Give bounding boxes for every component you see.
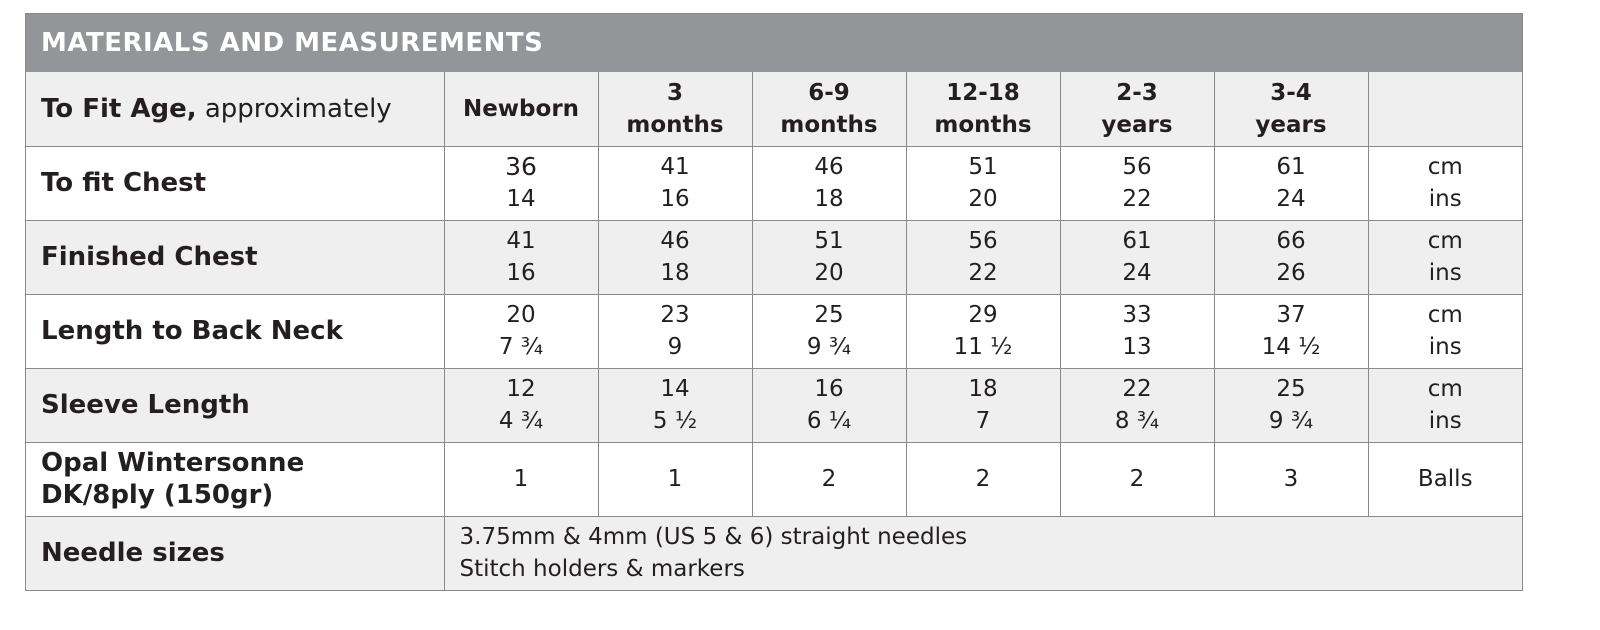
size-header: Newborn bbox=[443, 72, 599, 147]
unit-cell: Balls bbox=[1367, 441, 1522, 517]
age-label-light: approximately bbox=[196, 93, 392, 124]
unit-header bbox=[1367, 72, 1522, 147]
value-cell: 3 bbox=[1213, 441, 1369, 517]
value-cell: 12 4 ¾ bbox=[443, 367, 599, 443]
row-label: Finished Chest bbox=[26, 219, 445, 295]
size-header: 12-18 months bbox=[905, 72, 1061, 147]
value-cell: 37 14 ½ bbox=[1213, 293, 1369, 369]
size-header: 2-3 years bbox=[1059, 72, 1215, 147]
size-header: 3 months bbox=[597, 72, 753, 147]
value-cell: 46 18 bbox=[597, 219, 753, 295]
value-cell: 1 bbox=[443, 441, 599, 517]
value-cell: 14 5 ½ bbox=[597, 367, 753, 443]
value-cell: 23 9 bbox=[597, 293, 753, 369]
yarn-row: Opal Wintersonne DK/8ply (150gr) 1 1 2 2 … bbox=[26, 441, 1522, 517]
unit-cell: cm ins bbox=[1367, 367, 1522, 443]
value-cell: 20 7 ¾ bbox=[443, 293, 599, 369]
value-cell: 18 7 bbox=[905, 367, 1061, 443]
needles-row: Needle sizes 3.75mm & 4mm (US 5 & 6) str… bbox=[26, 515, 1522, 590]
value-cell: 56 22 bbox=[1059, 145, 1215, 221]
needles-notes: 3.75mm & 4mm (US 5 & 6) straight needles… bbox=[443, 515, 1522, 590]
row-label: To fit Chest bbox=[26, 145, 445, 221]
value-cell: 2 bbox=[751, 441, 907, 517]
value-cell: 25 9 ¾ bbox=[751, 293, 907, 369]
row-label: Sleeve Length bbox=[26, 367, 445, 443]
value-cell: 51 20 bbox=[751, 219, 907, 295]
measurements-grid: To Fit Age, approximately Newborn 3 month… bbox=[26, 72, 1522, 590]
age-label: To Fit Age, approximately bbox=[26, 72, 445, 147]
measure-row: Finished Chest 41 16 46 18 51 20 56 22 61 24 … bbox=[26, 219, 1522, 295]
needles-label: Needle sizes bbox=[26, 515, 445, 590]
value-cell: 41 16 bbox=[597, 145, 753, 221]
value-cell: 2 bbox=[1059, 441, 1215, 517]
value-cell: 66 26 bbox=[1213, 219, 1369, 295]
value-cell: 51 20 bbox=[905, 145, 1061, 221]
value-cell: 61 24 bbox=[1213, 145, 1369, 221]
value-cell: 41 16 bbox=[443, 219, 599, 295]
value-cell: 36 14 bbox=[443, 145, 599, 221]
row-label: Length to Back Neck bbox=[26, 293, 445, 369]
size-header: 3-4 years bbox=[1213, 72, 1369, 147]
value-cell: 29 11 ½ bbox=[905, 293, 1061, 369]
measure-row: Length to Back Neck 20 7 ¾ 23 9 25 9 ¾ 29 11… bbox=[26, 293, 1522, 369]
value-cell: 61 24 bbox=[1059, 219, 1215, 295]
value-cell: 56 22 bbox=[905, 219, 1061, 295]
measure-row: To fit Chest 36 14 41 16 46 18 51 20 56 22 61… bbox=[26, 145, 1522, 221]
unit-cell: cm ins bbox=[1367, 219, 1522, 295]
value-cell: 46 18 bbox=[751, 145, 907, 221]
value-cell: 25 9 ¾ bbox=[1213, 367, 1369, 443]
table-title: MATERIALS AND MEASUREMENTS bbox=[26, 14, 1522, 72]
measure-row: Sleeve Length 12 4 ¾ 14 5 ½ 16 6 ¼ 18 7 22 8 … bbox=[26, 367, 1522, 443]
unit-cell: cm ins bbox=[1367, 293, 1522, 369]
yarn-label: Opal Wintersonne DK/8ply (150gr) bbox=[26, 441, 445, 517]
value-cell: 22 8 ¾ bbox=[1059, 367, 1215, 443]
age-label-bold: To Fit Age, bbox=[41, 93, 197, 124]
value-cell: 16 6 ¼ bbox=[751, 367, 907, 443]
value-cell: 1 bbox=[597, 441, 753, 517]
unit-cell: cm ins bbox=[1367, 145, 1522, 221]
size-header: 6-9 months bbox=[751, 72, 907, 147]
age-row: To Fit Age, approximately Newborn 3 month… bbox=[26, 72, 1522, 147]
materials-table: MATERIALS AND MEASUREMENTS To Fit Age, a… bbox=[25, 13, 1523, 591]
value-cell: 33 13 bbox=[1059, 293, 1215, 369]
value-cell: 2 bbox=[905, 441, 1061, 517]
